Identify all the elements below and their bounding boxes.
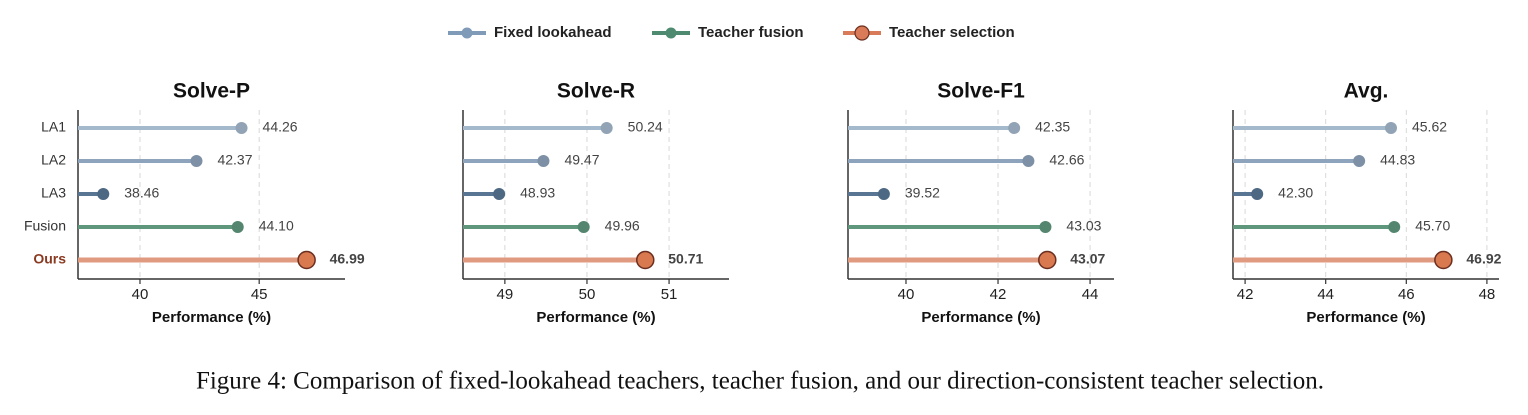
lollipop-marker — [235, 122, 248, 134]
legend-marker — [665, 27, 677, 39]
lollipop-marker — [493, 188, 506, 200]
lollipop-marker — [1434, 250, 1453, 270]
lollipop-marker — [877, 188, 890, 200]
lollipop-marker — [1353, 155, 1366, 167]
value-label: 49.47 — [564, 152, 599, 168]
x-axis-label: Performance (%) — [152, 309, 271, 326]
legend-marker — [854, 25, 870, 41]
x-axis-label: Performance (%) — [536, 309, 655, 326]
lollipop-marker — [1251, 188, 1264, 200]
panel-title: Solve-F1 — [937, 80, 1025, 103]
value-label: 46.99 — [330, 251, 365, 267]
value-label: 44.10 — [259, 218, 294, 234]
lollipop-marker — [1022, 155, 1035, 167]
value-label: 46.92 — [1466, 251, 1501, 267]
value-label: 42.30 — [1278, 185, 1313, 201]
lollipop-marker — [190, 155, 203, 167]
value-label: 38.46 — [124, 185, 159, 201]
legend-label: Teacher selection — [889, 24, 1015, 41]
value-label: 49.96 — [605, 218, 640, 234]
value-label: 50.24 — [628, 119, 663, 135]
value-label: 45.62 — [1412, 119, 1447, 135]
y-tick-label: LA3 — [41, 185, 66, 201]
lollipop-marker — [1388, 221, 1401, 233]
lollipop-marker — [231, 221, 244, 233]
value-label: 44.26 — [263, 119, 298, 135]
lollipop-marker — [97, 188, 110, 200]
legend-marker — [461, 27, 473, 39]
x-axis-label: Performance (%) — [1306, 309, 1425, 326]
y-tick-label: LA1 — [41, 119, 66, 135]
panel-title: Solve-P — [173, 80, 250, 103]
x-tick-label: 48 — [1479, 286, 1496, 303]
panel-title: Solve-R — [557, 80, 635, 103]
x-tick-label: 50 — [579, 286, 596, 303]
caption: Figure 4: Comparison of fixed-lookahead … — [196, 368, 1324, 395]
x-tick-label: 45 — [251, 286, 268, 303]
x-tick-label: 42 — [990, 286, 1007, 303]
x-tick-label: 44 — [1082, 286, 1099, 303]
lollipop-marker — [1039, 221, 1052, 233]
panel-title: Avg. — [1344, 80, 1389, 103]
value-label: 44.83 — [1380, 152, 1415, 168]
value-label: 45.70 — [1415, 218, 1450, 234]
value-label: 42.66 — [1049, 152, 1084, 168]
lollipop-marker — [297, 250, 316, 270]
value-label: 39.52 — [905, 185, 940, 201]
lollipop-marker — [600, 122, 613, 134]
value-label: 42.35 — [1035, 119, 1070, 135]
y-tick-label: LA2 — [41, 152, 66, 168]
value-label: 48.93 — [520, 185, 555, 201]
lollipop-marker — [577, 221, 590, 233]
x-tick-label: 40 — [132, 286, 149, 303]
lollipop-marker — [636, 250, 655, 270]
x-tick-label: 49 — [497, 286, 514, 303]
x-tick-label: 44 — [1317, 286, 1334, 303]
value-label: 42.37 — [217, 152, 252, 168]
lollipop-marker — [537, 155, 550, 167]
legend-label: Teacher fusion — [698, 24, 804, 41]
y-tick-label: Ours — [33, 251, 66, 267]
value-label: 43.03 — [1066, 218, 1101, 234]
value-label: 50.71 — [668, 251, 703, 267]
x-tick-label: 51 — [661, 286, 678, 303]
lollipop-marker — [1038, 250, 1057, 270]
value-label: 43.07 — [1070, 251, 1105, 267]
lollipop-marker — [1384, 122, 1397, 134]
x-axis-label: Performance (%) — [921, 309, 1040, 326]
lollipop-marker — [1008, 122, 1021, 134]
x-tick-label: 40 — [898, 286, 915, 303]
legend-label: Fixed lookahead — [494, 24, 612, 41]
x-tick-label: 46 — [1398, 286, 1415, 303]
x-tick-label: 42 — [1237, 286, 1254, 303]
y-tick-label: Fusion — [24, 218, 66, 234]
